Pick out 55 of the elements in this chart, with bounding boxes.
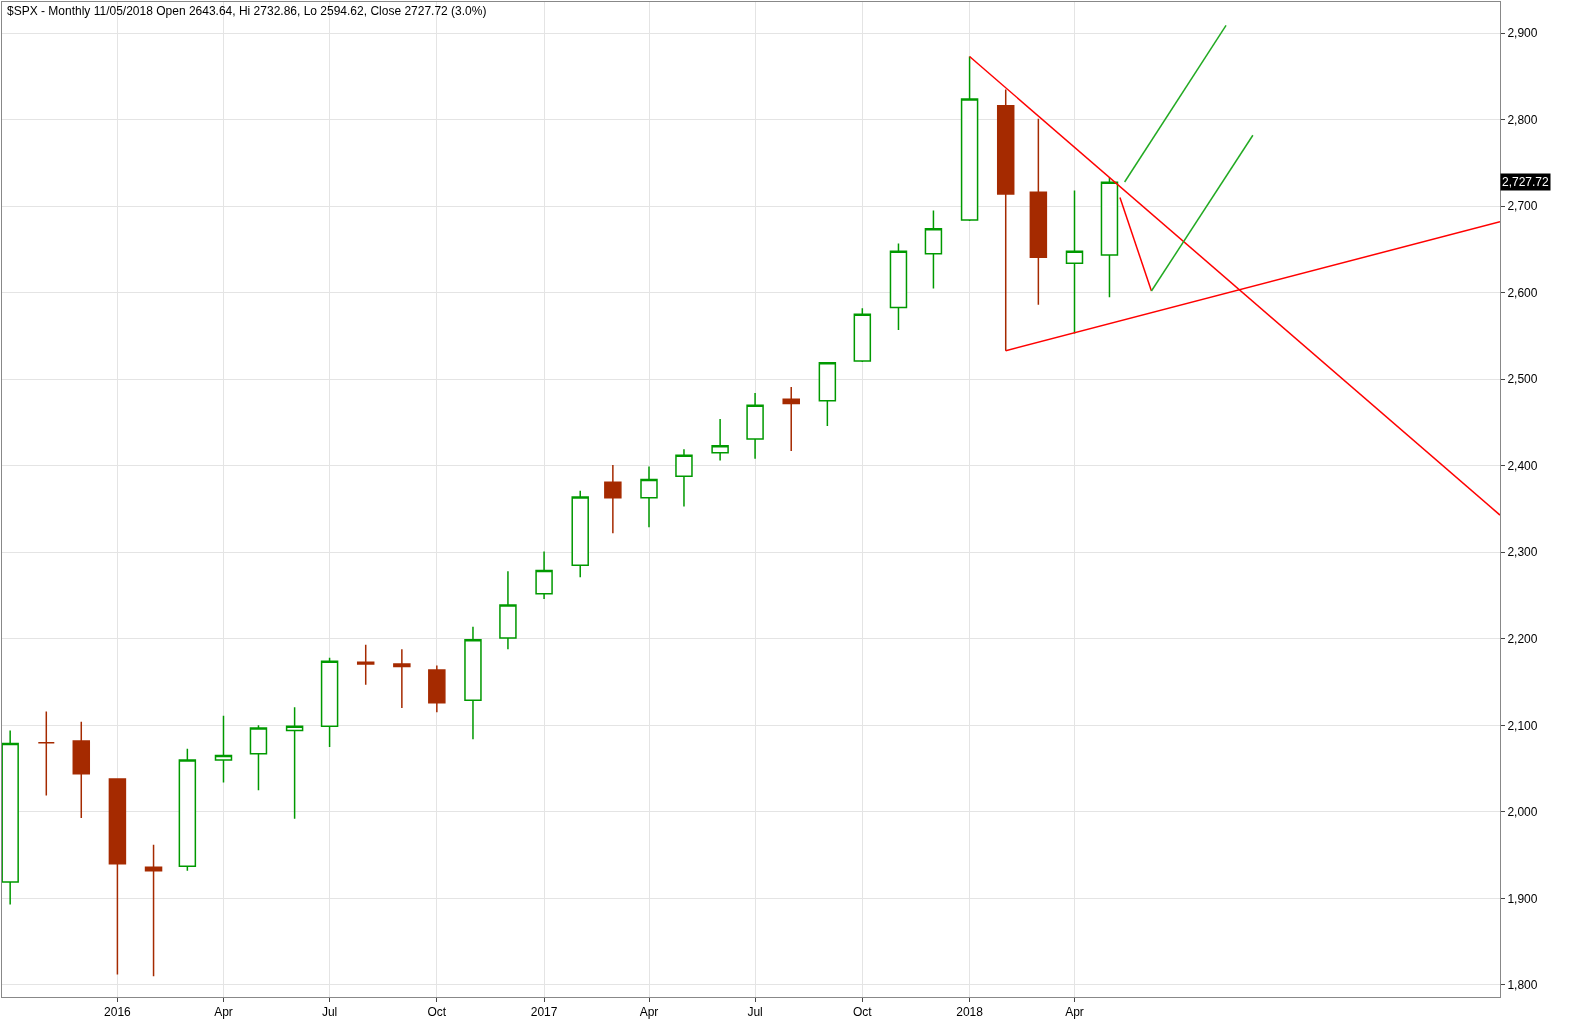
candlestick (996, 88, 1015, 352)
candlestick (356, 644, 375, 686)
x-tick-label: Apr (214, 1005, 233, 1020)
y-tick-label: 2,300 (1507, 545, 1538, 560)
candlestick (464, 625, 482, 740)
candlestick (675, 448, 693, 508)
candlestick (144, 843, 163, 977)
y-tick-label: 1,800 (1507, 978, 1538, 993)
candlestick (37, 710, 56, 797)
y-tick-label: 2,700 (1507, 199, 1538, 214)
x-tick-label: Jul (321, 1005, 338, 1020)
candlestick (1065, 189, 1084, 335)
candlestick (853, 307, 872, 363)
candlestick (640, 465, 658, 528)
candlestick (428, 664, 446, 714)
candlestick (889, 242, 908, 331)
candlestick (924, 209, 943, 290)
candlestick (571, 490, 589, 579)
candlestick (393, 648, 411, 709)
x-tick-label: 2018 (956, 1005, 984, 1020)
candlestick (535, 550, 553, 600)
chart-title: $SPX - Monthly 11/05/2018 Open 2643.64, Hi 2732.86, Lo 2594.62, Close 2727.72 (3.0%) (7, 4, 487, 18)
x-tick-label: Apr (639, 1005, 659, 1020)
candlestick (249, 724, 268, 791)
candlestick (1100, 177, 1119, 299)
candlestick (818, 362, 837, 427)
candlestick (1029, 118, 1048, 306)
x-tick-label: Apr (1065, 1005, 1084, 1020)
y-tick-label: 2,600 (1507, 285, 1538, 300)
x-tick-label: Oct (852, 1005, 873, 1020)
y-tick-label: 2,900 (1507, 26, 1538, 41)
candlestick (499, 570, 517, 650)
candlestick (72, 721, 91, 819)
text: 2,727.72 (1502, 175, 1550, 189)
y-tick-label: 2,200 (1507, 632, 1538, 646)
candlestick (178, 747, 197, 872)
candlestick (214, 715, 233, 784)
candlestick (711, 418, 729, 462)
candlestick (960, 55, 979, 222)
y-tick-label: 2,500 (1507, 372, 1538, 387)
candlestick (285, 706, 304, 820)
candlestick (746, 392, 764, 460)
x-tick-label: Jul (747, 1005, 763, 1020)
y-tick-label: 2,400 (1507, 458, 1538, 473)
candlestick (320, 657, 339, 748)
y-tick-label: 2,000 (1507, 805, 1538, 820)
candlestick (108, 778, 127, 976)
candlestick (782, 386, 800, 452)
x-tick-label: 2017 (530, 1005, 558, 1020)
y-tick-label: 2,100 (1507, 718, 1538, 733)
candlestick (604, 464, 622, 534)
x-tick-label: 2016 (104, 1005, 132, 1020)
x-tick-label: Oct (427, 1005, 447, 1020)
y-tick-label: 2,800 (1507, 112, 1538, 127)
y-tick-label: 1,900 (1507, 891, 1538, 906)
